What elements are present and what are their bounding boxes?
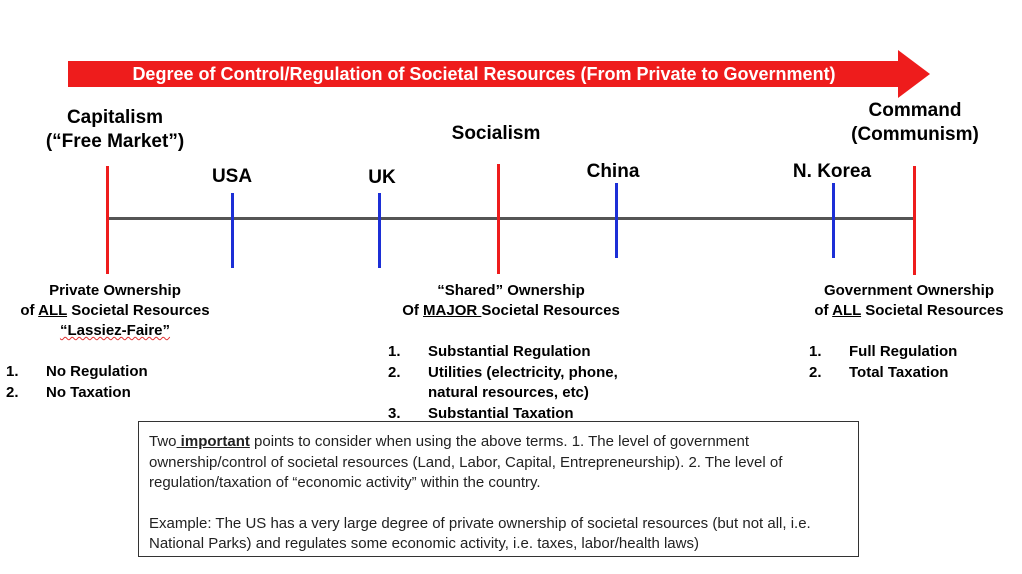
note-paragraph-1: Two important points to consider when us… [149, 433, 783, 491]
shared-ownership-desc: “Shared” Ownership Of MAJOR Societal Res… [380, 281, 642, 321]
government-desc-line2: of ALL Societal Resources [814, 302, 1004, 319]
list-item: 2. Total Taxation [809, 363, 949, 381]
socialism-marker [497, 164, 500, 274]
usa-marker [231, 193, 234, 268]
socialism-title: Socialism [451, 123, 541, 144]
government-desc-line1: Government Ownership [823, 282, 995, 299]
command-marker [913, 166, 916, 275]
country-usa-label: USA [211, 166, 253, 187]
shared-desc-line1: “Shared” Ownership [437, 282, 585, 299]
list-item: 2. No Taxation [6, 383, 131, 401]
command-label: Command (Communism) [830, 99, 1000, 147]
private-desc-line3: “Lassiez-Faire” [59, 322, 171, 339]
explanation-note-box: Two important points to consider when us… [138, 421, 859, 557]
note-paragraph-2: Example: The US has a very large degree … [149, 514, 811, 553]
country-china-label: China [586, 161, 640, 182]
banner-arrow-body [68, 61, 900, 87]
private-list: 1. No Regulation 2. No Taxation [6, 362, 226, 403]
capitalism-label: Capitalism (“Free Market”) [20, 106, 210, 154]
list-item: 2. Utilities (electricity, phone, natural… [388, 363, 618, 402]
list-item: 1. Substantial Regulation [388, 343, 591, 360]
private-ownership-desc: Private Ownership of ALL Societal Resour… [0, 281, 230, 341]
nkorea-marker [832, 183, 835, 258]
shared-desc-line2: Of MAJOR Societal Resources [402, 302, 620, 319]
capitalism-marker [106, 166, 109, 274]
country-uk-label: UK [368, 167, 396, 188]
private-desc-line1: Private Ownership [49, 282, 181, 299]
government-list: 1. Full Regulation 2. Total Taxation [809, 342, 1009, 383]
uk-marker [378, 193, 381, 268]
list-item: 1. Full Regulation [809, 343, 958, 360]
government-ownership-desc: Government Ownership of ALL Societal Res… [798, 281, 1020, 321]
banner-arrow-head [898, 50, 930, 98]
capitalism-title: Capitalism [66, 107, 164, 128]
spectrum-axis [108, 217, 915, 220]
list-item: 3. Substantial Taxation [388, 404, 574, 422]
private-desc-line2: of ALL Societal Resources [20, 302, 210, 319]
list-item: 1. No Regulation [6, 363, 148, 380]
shared-list: 1. Substantial Regulation 2. Utilities (el… [388, 342, 658, 424]
banner-title: Degree of Control/Regulation of Societal… [132, 64, 836, 84]
country-nkorea-label: N. Korea [792, 161, 872, 182]
command-subtitle: (Communism) [851, 124, 979, 145]
capitalism-subtitle: (“Free Market”) [45, 131, 185, 152]
china-marker [615, 183, 618, 258]
command-title: Command [868, 100, 962, 121]
socialism-label: Socialism [420, 122, 572, 146]
